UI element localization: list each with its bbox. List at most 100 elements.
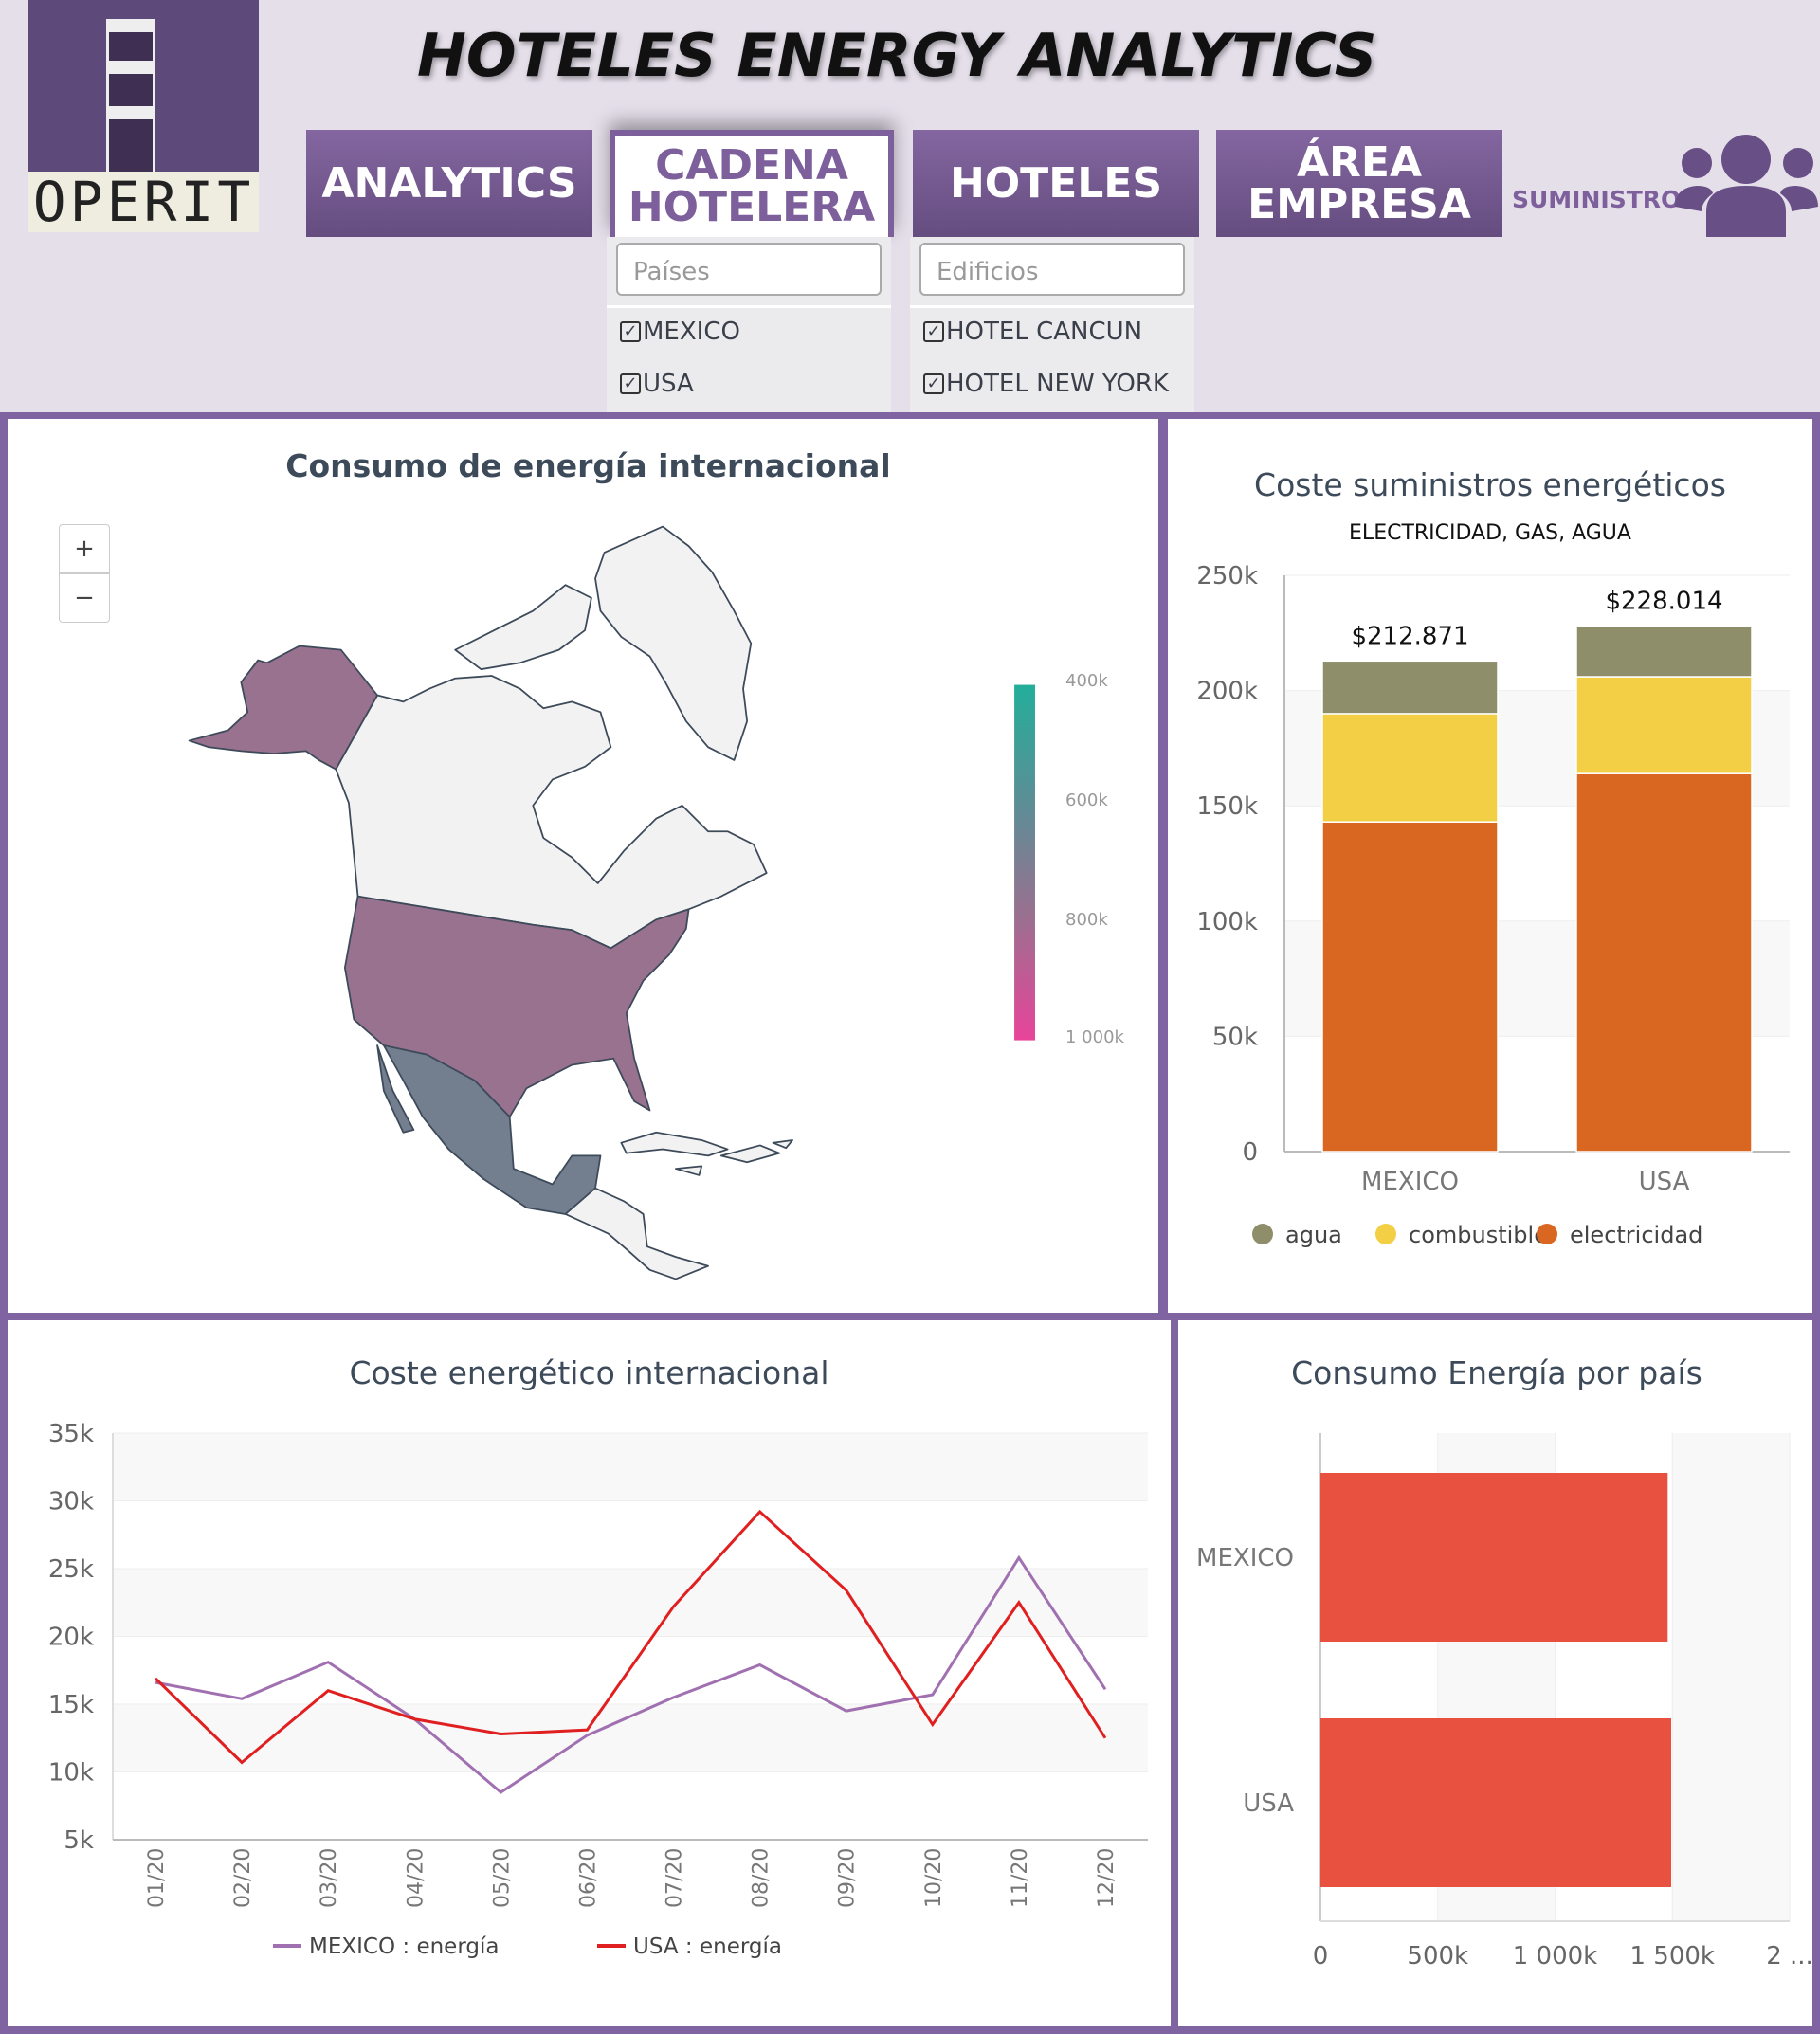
logo-text: OPERIT — [28, 172, 259, 232]
y-tick-label: 30k — [48, 1488, 94, 1516]
north-america-map[interactable] — [8, 419, 1158, 1313]
x-tick-label: 04/20 — [404, 1848, 428, 1908]
series-line-usa — [154, 1509, 1107, 1765]
legend-label: electricidad — [1570, 1222, 1702, 1248]
legend-marker-combustible — [1375, 1224, 1396, 1244]
x-tick-label: 10/20 — [922, 1848, 946, 1908]
line-chart: 5k 10k 15k 20k 25k 30k 35k 01/20 02/20 03/20 04/20… — [48, 1420, 1148, 1959]
tab-analytics[interactable]: ANALYTICS — [306, 130, 592, 237]
total-label: $212.871 — [1351, 622, 1468, 650]
bar-segment-agua — [1575, 625, 1753, 678]
option-label: USA — [643, 370, 694, 398]
option-label: HOTEL CANCUN — [946, 318, 1143, 346]
x-tick-label: 06/20 — [576, 1848, 600, 1908]
tab-area-empresa[interactable]: ÁREA EMPRESA — [1216, 130, 1502, 237]
colorscale-label: 400k — [1065, 671, 1108, 691]
x-tick-label: 12/20 — [1095, 1848, 1119, 1908]
coste-energetico-panel: Coste energético internacional 5k 10k 15k 2… — [8, 1320, 1171, 2026]
y-tick-label: 25k — [48, 1555, 94, 1584]
edificios-search-input[interactable]: Edificios — [919, 243, 1185, 296]
x-tick-label: 02/20 — [231, 1848, 255, 1908]
option-mexico[interactable]: ✓ MEXICO — [620, 318, 740, 346]
operit-logo: OPERIT — [28, 0, 259, 232]
grid-band — [1672, 1433, 1790, 1921]
y-tick-label: 200k — [1196, 678, 1258, 706]
stacked-bar-chart: 0 50k 100k 150k 200k 250k $212.871 MEXICO $228.0… — [1196, 562, 1790, 1248]
option-usa[interactable]: ✓ USA — [620, 370, 694, 398]
x-tick-label: 01/20 — [145, 1848, 169, 1908]
users-group-icon[interactable] — [1673, 131, 1820, 237]
x-tick-label: USA — [1639, 1168, 1690, 1196]
x-tick-label: 05/20 — [490, 1848, 514, 1908]
option-label: MEXICO — [643, 318, 740, 346]
map-panel: Consumo de energía internacional + − 400… — [8, 419, 1158, 1313]
y-tick-label: 20k — [48, 1624, 94, 1652]
country-mexico — [376, 1044, 602, 1215]
legend-label: MEXICO : energía — [309, 1934, 499, 1959]
y-tick-label: USA — [1243, 1789, 1294, 1818]
x-tick-label: 09/20 — [836, 1848, 860, 1908]
suministros-link[interactable]: SUMINISTROS — [1512, 186, 1699, 213]
y-tick-label: 250k — [1196, 562, 1258, 590]
checkbox-checked-icon[interactable]: ✓ — [620, 321, 641, 342]
bar-segment-electricidad — [1321, 821, 1499, 1153]
y-tick-label: 0 — [1242, 1138, 1258, 1167]
bar-segment-electricidad — [1575, 772, 1753, 1153]
bar-segment-agua — [1321, 660, 1499, 715]
zoom-in-button[interactable]: + — [59, 524, 110, 573]
x-tick-label: MEXICO — [1361, 1168, 1459, 1196]
bar-mexico — [1320, 1473, 1668, 1642]
map-title: Consumo de energía internacional — [285, 447, 891, 484]
total-label: $228.014 — [1605, 587, 1722, 615]
country-usa-alaska — [188, 645, 378, 771]
option-hotel-new-york[interactable]: ✓ HOTEL NEW YORK — [923, 370, 1169, 398]
legend-marker-electricidad — [1537, 1224, 1557, 1244]
legend-marker-agua — [1252, 1224, 1273, 1244]
colorscale-label: 600k — [1065, 790, 1108, 810]
bar-segment-combustible — [1321, 713, 1499, 823]
series-line-mexico — [155, 1554, 1107, 1794]
option-label: HOTEL NEW YORK — [946, 370, 1169, 398]
x-tick-label: 1 500k — [1630, 1942, 1716, 1970]
grid-band — [113, 1569, 1148, 1637]
y-tick-label: 35k — [48, 1420, 94, 1448]
country-greenland — [594, 525, 753, 761]
x-tick-label: 2 ... — [1766, 1942, 1812, 1970]
grid-band — [113, 1433, 1148, 1501]
bar-segment-combustible — [1575, 676, 1753, 774]
x-tick-label: 08/20 — [750, 1848, 774, 1908]
checkbox-checked-icon[interactable]: ✓ — [923, 321, 944, 342]
tab-cadena-hotelera[interactable]: CADENA HOTELERA — [610, 130, 894, 237]
chart-title: Coste energético internacional — [349, 1354, 829, 1391]
edificios-dropdown: Edificios ✓ HOTEL CANCUN ✓ HOTEL NEW YORK — [910, 237, 1194, 412]
coste-suministros-panel: Coste suministros energéticos ELECTRICID… — [1168, 419, 1812, 1313]
checkbox-checked-icon[interactable]: ✓ — [923, 373, 944, 394]
checkbox-checked-icon[interactable]: ✓ — [620, 373, 641, 394]
x-tick-label: 11/20 — [1009, 1848, 1032, 1908]
chart-title: Coste suministros energéticos — [1254, 466, 1726, 503]
legend-label: USA : energía — [633, 1934, 782, 1959]
colorscale-label: 1 000k — [1065, 1027, 1124, 1047]
caribbean-islands — [620, 1131, 793, 1176]
tab-hoteles[interactable]: HOTELES — [913, 130, 1199, 237]
option-hotel-cancun[interactable]: ✓ HOTEL CANCUN — [923, 318, 1142, 346]
bar-usa — [1320, 1718, 1672, 1887]
colorscale-bar — [1014, 684, 1035, 1041]
x-tick-label: 03/20 — [318, 1848, 341, 1908]
y-tick-label: MEXICO — [1196, 1544, 1294, 1572]
y-tick-label: 50k — [1212, 1023, 1258, 1051]
legend-label: agua — [1285, 1222, 1342, 1248]
app-title: HOTELES ENERGY ANALYTICS — [417, 21, 1377, 90]
zoom-out-button[interactable]: − — [59, 573, 110, 623]
x-tick-label: 500k — [1407, 1942, 1468, 1970]
y-tick-label: 5k — [64, 1826, 94, 1855]
paises-dropdown: Países ✓ MEXICO ✓ USA — [607, 237, 891, 412]
horizontal-bar-chart: 0 500k 1 000k 1 500k 2 ... MEXICO USA — [1196, 1433, 1812, 1970]
paises-search-input[interactable]: Países — [616, 243, 882, 296]
x-tick-label: 0 — [1313, 1942, 1329, 1970]
chart-subtitle: ELECTRICIDAD, GAS, AGUA — [1349, 521, 1631, 545]
x-tick-label: 07/20 — [664, 1848, 687, 1908]
colorscale-label: 800k — [1065, 910, 1108, 930]
y-tick-label: 100k — [1196, 908, 1258, 936]
grid-band — [113, 1704, 1148, 1772]
